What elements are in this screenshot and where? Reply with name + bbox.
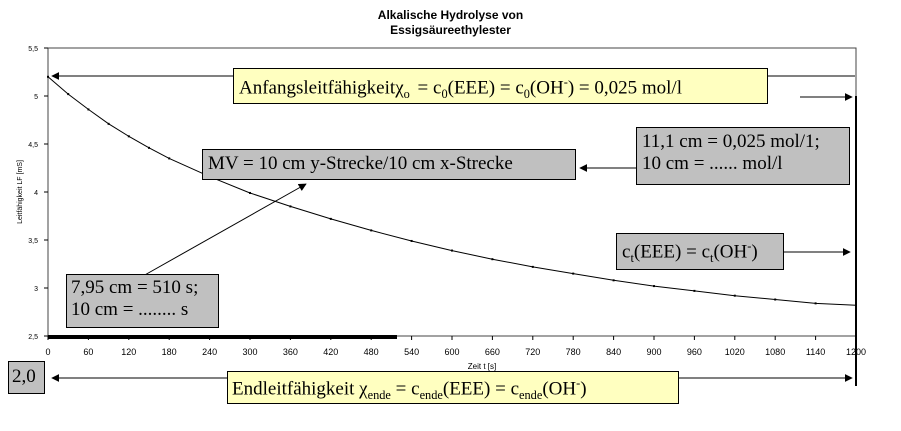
y-tick-label: 4,5 [28,142,38,149]
data-point [168,157,171,160]
x-tick-label: 420 [323,347,338,357]
y-calibration-box: 11,1 cm = 0,025 mol/1; 10 cm = ...... mo… [636,127,850,185]
y-tick-label: 3,5 [28,238,38,245]
data-point [148,146,150,149]
x-calibration-line-1: 7,95 cm = 510 s; [71,277,199,298]
y-calibration-line-1: 11,1 cm = 0,025 mol/1; [642,131,820,152]
initial-conductivity-prefix: Anfangsleitfähigkeit [239,77,396,99]
equation-part: = c [412,77,442,99]
y-tick-label: 3 [34,286,38,293]
x-tick-label: 840 [606,347,621,357]
equation-part: (EEE) = c [447,77,524,99]
x-tick-label: 1080 [765,347,785,357]
subscript: t [630,251,634,266]
x-tick-label: 1140 [806,347,825,357]
data-point [107,122,110,125]
data-point [491,258,494,261]
superscript: - [747,239,752,253]
x-tick-label: 1020 [725,347,745,357]
data-point [451,249,453,252]
data-point [814,302,817,305]
subscript: ende [519,388,543,403]
data-point [127,135,130,138]
x-calibration-box: 7,95 cm = 510 s; 10 cm = ........ s [66,274,219,328]
x-tick-label: 240 [202,347,217,357]
current-concentration-box: ct(EEE) = ct(OH-) [616,233,784,270]
chi-symbol: χ [359,378,368,400]
equation-part: (EEE) = c [442,378,519,400]
subscript: ende [419,388,443,403]
x-tick-label: 180 [162,347,177,357]
data-point [370,229,373,232]
final-conductivity-box: Endleitfähigkeit χende = cende(EEE) = ce… [227,371,679,404]
data-point [289,205,292,208]
x-tick-label: 300 [242,347,257,357]
x-calibration-line-2: 10 cm = ........ s [71,299,189,321]
chart-title: Alkalische Hydrolyse von Essigsäureethyl… [0,8,901,38]
equation-part: (OH [529,77,564,99]
data-point [693,289,696,292]
small-value-box: 2,0 [8,361,45,394]
x-tick-label: 540 [404,347,419,357]
x-tick-label: 120 [121,347,136,357]
subscript: 0 [441,87,448,102]
subscript: 0 [523,87,530,102]
x-tick-label: 720 [525,347,540,357]
slope-formula-text: MV = 10 cm y-Strecke/10 cm x-Strecke [208,153,513,174]
x-calib-diagonal-arrow [142,183,307,277]
slope-formula-box: MV = 10 cm y-Strecke/10 cm x-Strecke [202,149,576,180]
x-tick-label: 60 [83,347,93,357]
conductivity-curve [47,76,857,306]
initial-conductivity-box: Anfangsleitfähigkeitχo = c0(EEE) = c0(OH… [233,68,768,104]
x-tick-label: 900 [646,347,661,357]
equation-part: (OH [542,378,577,400]
chart-title-line-1: Alkalische Hydrolyse von [377,8,524,22]
data-point [774,298,777,301]
data-point [572,272,575,275]
y-calibration-line-2: 10 cm = ...... mol/l [642,153,783,175]
data-point [612,279,615,282]
equation-part: ) [580,378,587,400]
chi-symbol: χ [395,77,404,99]
formula-part: ) [751,241,758,263]
data-point [329,217,332,220]
data-point [47,75,49,78]
equation-part: ) = 0,025 mol/l [567,77,682,99]
final-conductivity-prefix: Endleitfähigkeit [232,378,360,400]
x-tick-label: 0 [45,347,50,357]
x-tick-label: 780 [566,347,581,357]
data-point [87,108,90,111]
y-tick-label: 5,5 [28,46,38,53]
formula-part: (EEE) = c [633,241,710,263]
data-point [733,294,736,297]
data-point [249,191,251,194]
y-tick-label: 2,5 [28,334,38,341]
formula-part: (OH [713,241,748,263]
superscript: - [576,376,581,390]
equation-part: = c [390,378,420,400]
chi-subscript: o [403,87,410,102]
y-axis-label: Leitfähigkeit LF [mS] [17,160,24,224]
superscript: - [563,75,568,89]
y-tick-label: 5 [34,94,38,101]
formula-part: c [622,241,631,263]
x-tick-label: 960 [687,347,702,357]
subscript: t [710,251,714,266]
x-axis-label: Zeit t [s] [468,362,496,371]
data-point [653,285,655,288]
chi-subscript: ende [367,388,391,403]
data-point [67,93,70,96]
data-point [531,265,534,268]
x-tick-label: 480 [364,347,379,357]
y-tick-label: 4 [34,190,38,197]
small-value-text: 2,0 [12,366,36,387]
chart-title-line-2: Essigsäureethylester [390,23,511,37]
x-tick-label: 600 [444,347,459,357]
data-point [410,239,413,242]
x-tick-label: 360 [283,347,298,357]
x-tick-label: 660 [485,347,500,357]
